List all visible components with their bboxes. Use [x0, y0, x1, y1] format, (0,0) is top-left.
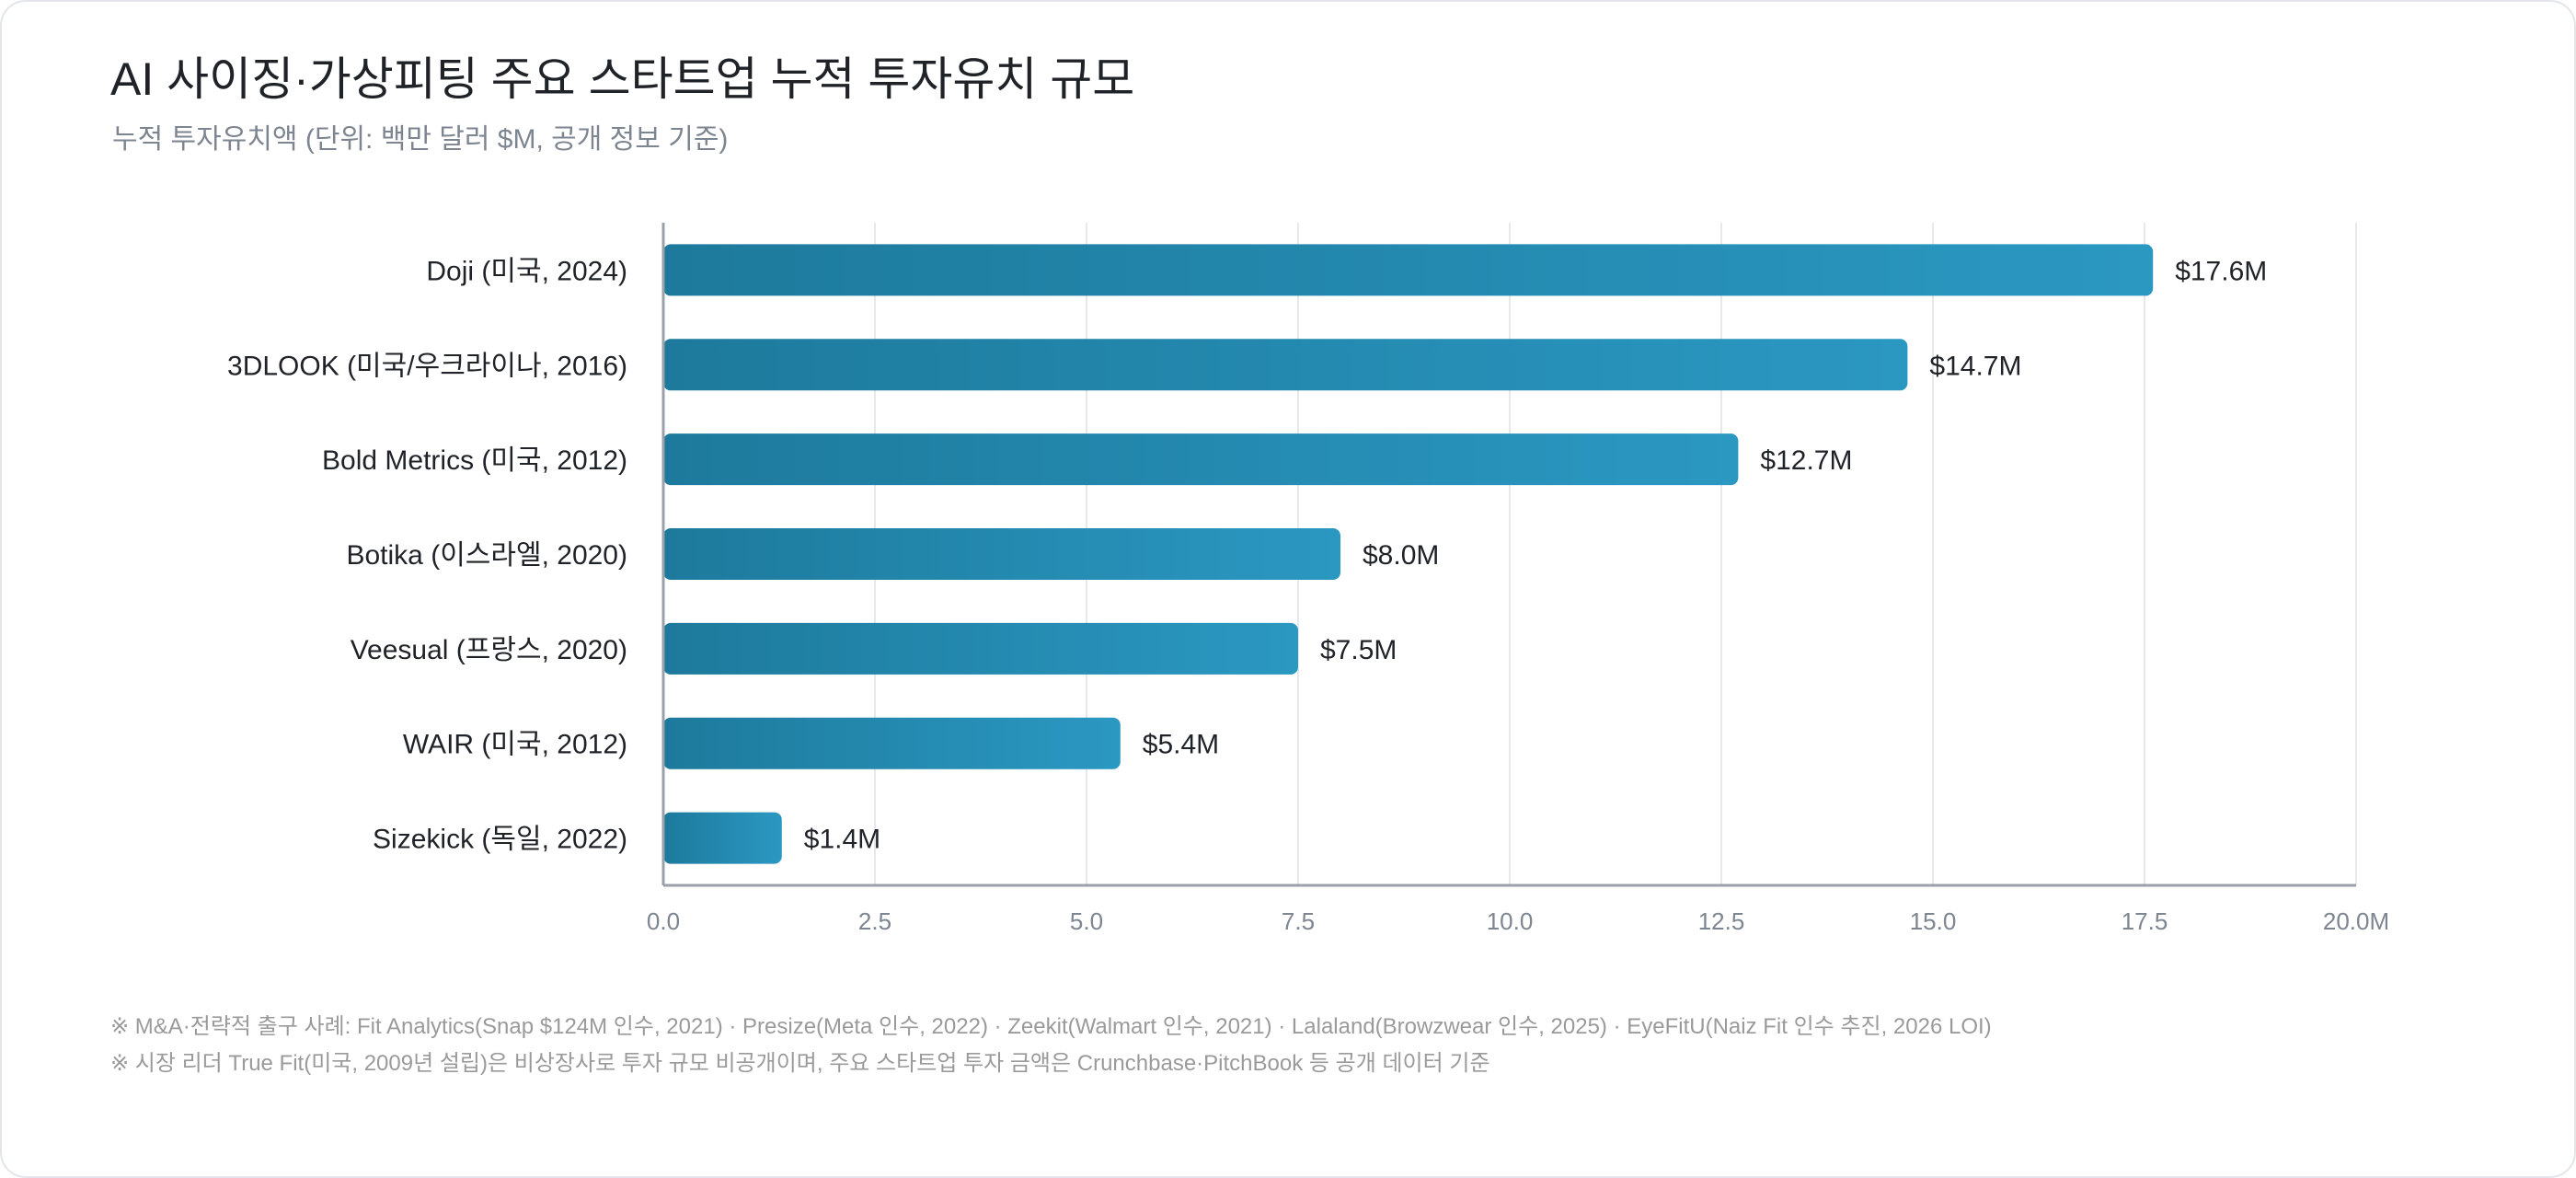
category-label: 3DLOOK (미국/우크라이나, 2016): [227, 351, 627, 381]
bar: [663, 528, 1340, 580]
x-tick-label: 5.0: [1070, 907, 1103, 935]
chart-title: AI 사이징·가상피팅 주요 스타트업 누적 투자유치 규모: [110, 53, 1135, 105]
category-label: Bold Metrics (미국, 2012): [322, 445, 627, 476]
category-label: Veesual (프랑스, 2020): [351, 635, 627, 665]
footnote-truefit: ※ 시장 리더 True Fit(미국, 2009년 설립)은 비상장사로 투자…: [110, 1051, 1490, 1076]
bar: [663, 717, 1121, 769]
x-tick-label: 12.5: [1698, 907, 1745, 935]
bar: [663, 339, 1908, 391]
value-label: $7.5M: [1320, 635, 1397, 665]
value-label: $5.4M: [1143, 730, 1219, 760]
axes: 0.0 2.5 5.0 7.5 10.0 12.5 15.0 17.5 20.0M Doji (미…: [227, 223, 2389, 935]
bar: [663, 244, 2154, 296]
category-label: Botika (이스라엘, 2020): [346, 540, 627, 571]
x-tick-label: 7.5: [1282, 907, 1315, 935]
x-tick-label: 20.0M: [2323, 907, 2389, 935]
x-tick-label: 15.0: [1910, 907, 1957, 935]
value-label: $1.4M: [804, 825, 880, 855]
category-label: WAIR (미국, 2012): [403, 730, 627, 760]
x-tick-label: 10.0: [1487, 907, 1534, 935]
x-tick-label: 2.5: [858, 907, 891, 935]
category-label: Doji (미국, 2024): [426, 256, 627, 286]
value-label: $17.6M: [2175, 256, 2267, 286]
footnotes: ※ M&A·전략적 출구 사례: Fit Analytics(Snap $124…: [110, 1009, 1992, 1082]
bar: [663, 433, 1739, 486]
bar: [663, 622, 1298, 675]
category-label: Sizekick (독일, 2022): [373, 825, 627, 855]
value-label: $14.7M: [1929, 351, 2021, 381]
chart-subtitle: 누적 투자유치액 (단위: 백만 달러 $M, 공개 정보 기준): [112, 124, 729, 155]
value-label: $8.0M: [1363, 540, 1439, 571]
footnote-ma: ※ M&A·전략적 출구 사례: Fit Analytics(Snap $124…: [110, 1014, 1992, 1039]
bars: $17.6M $14.7M $12.7M $8.0M $7.5M $5.4M $1.4M: [663, 244, 2267, 864]
bar-chart: $17.6M $14.7M $12.7M $8.0M $7.5M $5.4M $1.4M 0…: [227, 223, 2389, 935]
bar: [663, 812, 782, 864]
x-tick-label: 0.0: [647, 907, 680, 935]
value-label: $12.7M: [1760, 445, 1852, 476]
x-tick-label: 17.5: [2122, 907, 2168, 935]
